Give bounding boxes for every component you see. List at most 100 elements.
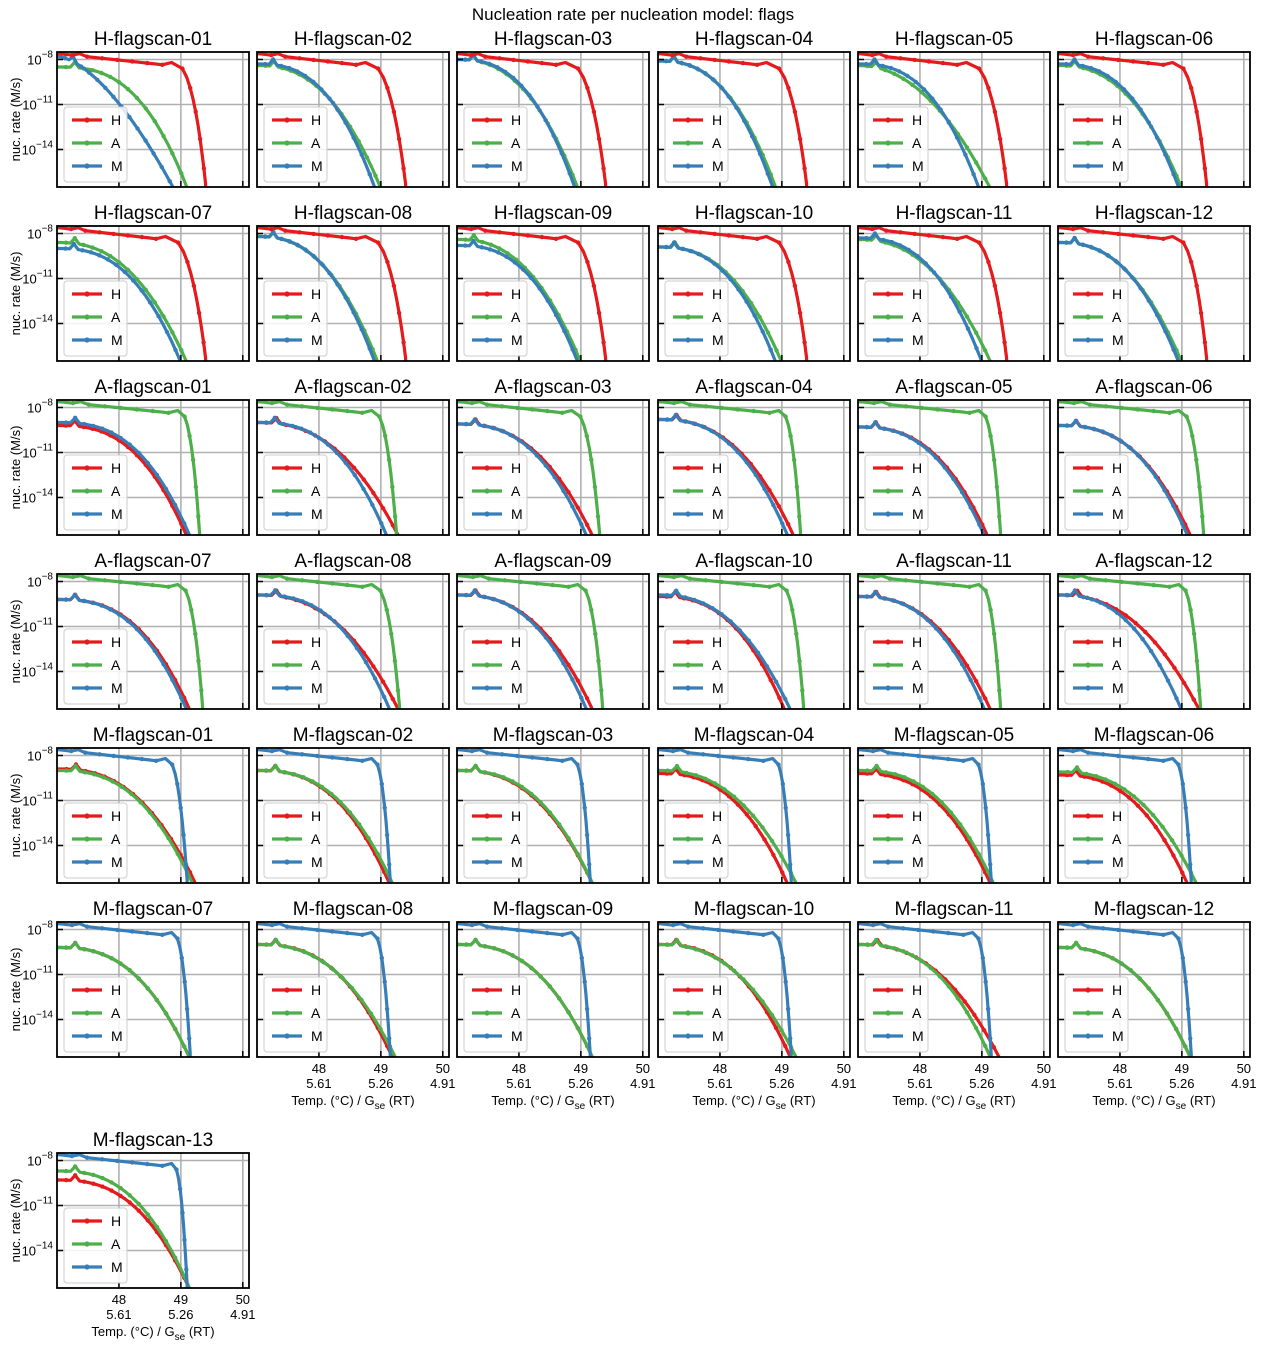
legend-marker-A (1085, 140, 1091, 146)
series-line-A (257, 400, 398, 535)
data-point-M (932, 270, 937, 275)
data-point-A (731, 794, 737, 799)
data-point-M (687, 62, 692, 68)
data-point-M (1162, 488, 1167, 493)
panel-title: H-flagscan-04 (695, 29, 814, 50)
data-point-A (892, 946, 897, 951)
axes-frame (456, 921, 650, 1058)
data-point-M (906, 247, 911, 253)
legend-marker-H (84, 1218, 90, 1224)
data-point-M (888, 65, 894, 71)
data-point-A (269, 574, 275, 580)
data-point-A (582, 368, 586, 372)
legend-marker-A (284, 836, 290, 842)
legend-label-M: M (712, 1028, 724, 1044)
data-point-M (933, 626, 939, 631)
data-point-M (182, 368, 186, 372)
data-point-A (719, 405, 724, 411)
data-point-M (872, 231, 878, 236)
axes-frame (456, 747, 650, 884)
data-point-M (885, 924, 891, 929)
data-point-H (898, 230, 903, 235)
series-group (457, 574, 605, 709)
data-point-M (700, 926, 706, 931)
data-point-A (550, 582, 555, 588)
data-point-H (1002, 166, 1007, 171)
data-point-H (1202, 166, 1208, 171)
data-point-A (751, 582, 756, 588)
data-point-A (751, 408, 756, 414)
series-group (858, 226, 1009, 361)
panel-title: A-flagscan-11 (896, 551, 1012, 572)
data-point-M (780, 955, 785, 961)
data-point-M (1116, 753, 1121, 759)
data-point-M (177, 1186, 183, 1192)
data-point-M (1161, 932, 1166, 937)
data-point-A (264, 942, 269, 947)
data-point-M (974, 346, 979, 351)
data-point-A (545, 408, 550, 414)
legend-marker-A (84, 140, 90, 146)
data-point-H (585, 259, 590, 265)
data-point-M (736, 287, 741, 292)
data-point-M (916, 753, 921, 759)
data-point-A (903, 578, 908, 583)
data-point-M (692, 597, 697, 603)
data-point-H (976, 66, 982, 71)
legend-marker-H (284, 465, 290, 471)
data-point-A (722, 787, 727, 792)
data-point-M (1135, 453, 1141, 458)
series-group (858, 922, 1001, 1057)
data-point-M (345, 633, 350, 639)
data-point-M (976, 762, 981, 767)
data-point-A (102, 578, 108, 583)
data-point-M (284, 750, 290, 755)
data-point-H (795, 542, 799, 546)
data-point-H (375, 66, 381, 71)
y-tick-label: 10−8 (27, 746, 53, 764)
series-line-H (57, 1173, 191, 1288)
legend-label-A: A (111, 483, 121, 499)
data-point-A (134, 407, 139, 412)
data-point-A (175, 851, 180, 857)
data-point-M (728, 619, 733, 624)
data-point-M (354, 645, 360, 651)
data-point-M (309, 603, 314, 608)
y-axis-label: nuc. rate (M/s) (8, 600, 23, 684)
data-point-M (789, 1062, 793, 1066)
data-point-H (753, 823, 758, 829)
data-point-H (1192, 542, 1196, 546)
series-line-M (1058, 748, 1193, 883)
series-line-A (57, 60, 189, 187)
legend-label-M: M (712, 680, 724, 696)
legend-label-M: M (511, 158, 523, 174)
legend-label-H: H (311, 808, 321, 824)
legend-label-A: A (311, 135, 321, 151)
series-group (257, 748, 395, 883)
series-line-M (1058, 57, 1181, 187)
series-group (257, 922, 397, 1057)
data-point-H (1002, 340, 1007, 345)
legend-marker-A (484, 488, 490, 494)
series-line-M (457, 417, 588, 535)
data-point-M (1123, 617, 1128, 623)
data-point-M (1138, 107, 1143, 112)
data-point-A (464, 768, 469, 773)
x-tick-label-gse: 5.26 (368, 1076, 393, 1091)
data-point-M (712, 261, 717, 266)
data-point-M (469, 922, 475, 928)
axes-frame (56, 1152, 250, 1289)
data-point-M (388, 542, 392, 546)
data-point-A (1112, 781, 1118, 786)
data-point-A (767, 410, 772, 415)
data-point-A (1087, 402, 1093, 407)
data-point-A (73, 1164, 78, 1169)
series-group (457, 400, 602, 535)
data-point-M (172, 502, 178, 508)
data-point-M (913, 79, 918, 85)
data-point-M (179, 955, 184, 961)
y-tick-label: 10−11 (22, 95, 53, 113)
